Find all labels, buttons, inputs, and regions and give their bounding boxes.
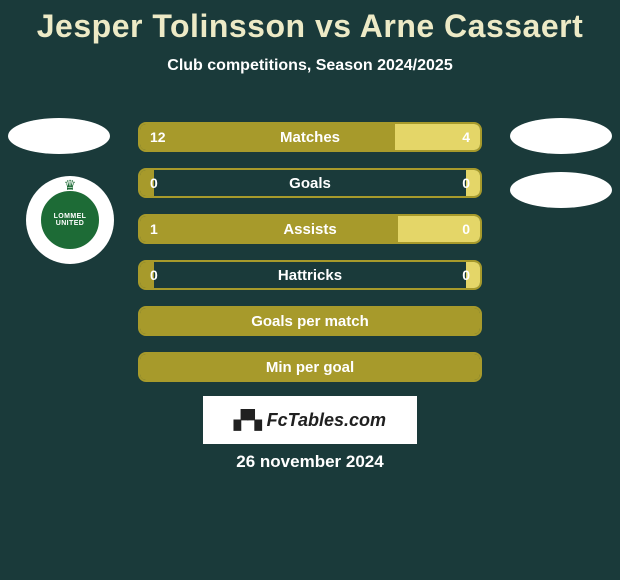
- stat-label: Goals per match: [140, 308, 480, 334]
- stat-label: Hattricks: [140, 262, 480, 288]
- stat-value-right: 0: [462, 262, 470, 288]
- stat-value-left: 12: [150, 124, 166, 150]
- source-logo: ▞▚ FcTables.com: [203, 396, 417, 444]
- stat-row-hattricks: Hattricks0 0: [138, 260, 482, 290]
- logo-text: ▞▚ FcTables.com: [234, 410, 386, 431]
- date-text: 26 november 2024: [0, 452, 620, 472]
- stat-label: Min per goal: [140, 354, 480, 380]
- stat-row-goals-per-match: Goals per match: [138, 306, 482, 336]
- crest-inner: ♛ LOMMEL UNITED: [38, 188, 102, 252]
- badge-placeholder-right-2: [510, 172, 612, 208]
- stat-value-right: 0: [462, 170, 470, 196]
- stat-value-left: 1: [150, 216, 158, 242]
- crown-icon: ♛: [64, 177, 77, 194]
- subtitle: Club competitions, Season 2024/2025: [0, 57, 620, 75]
- badge-placeholder-left-1: [8, 118, 110, 154]
- title: Jesper Tolinsson vs Arne Cassaert: [0, 0, 620, 45]
- logo-prefix: Fc: [267, 410, 288, 430]
- chart-icon: ▞▚: [234, 410, 262, 430]
- stat-row-goals: Goals0 0: [138, 168, 482, 198]
- stat-value-right: 0: [462, 216, 470, 242]
- stat-bars: Matches124Goals00Assists10Hattricks00Goa…: [138, 122, 482, 398]
- stat-value-left: 0: [150, 262, 158, 288]
- stat-value-left: 0: [150, 170, 158, 196]
- logo-rest: Tables.com: [288, 410, 386, 430]
- stat-label: Goals: [140, 170, 480, 196]
- stat-label: Matches: [140, 124, 480, 150]
- stat-value-right: 4: [462, 124, 470, 150]
- stat-row-matches: Matches12 4: [138, 122, 482, 152]
- stat-row-assists: Assists1 0: [138, 214, 482, 244]
- stat-label: Assists: [140, 216, 480, 242]
- club-crest-left: ♛ LOMMEL UNITED: [26, 176, 114, 264]
- stat-row-min-per-goal: Min per goal: [138, 352, 482, 382]
- crest-text: LOMMEL UNITED: [41, 213, 99, 227]
- badge-placeholder-right-1: [510, 118, 612, 154]
- comparison-card: Jesper Tolinsson vs Arne Cassaert Club c…: [0, 0, 620, 580]
